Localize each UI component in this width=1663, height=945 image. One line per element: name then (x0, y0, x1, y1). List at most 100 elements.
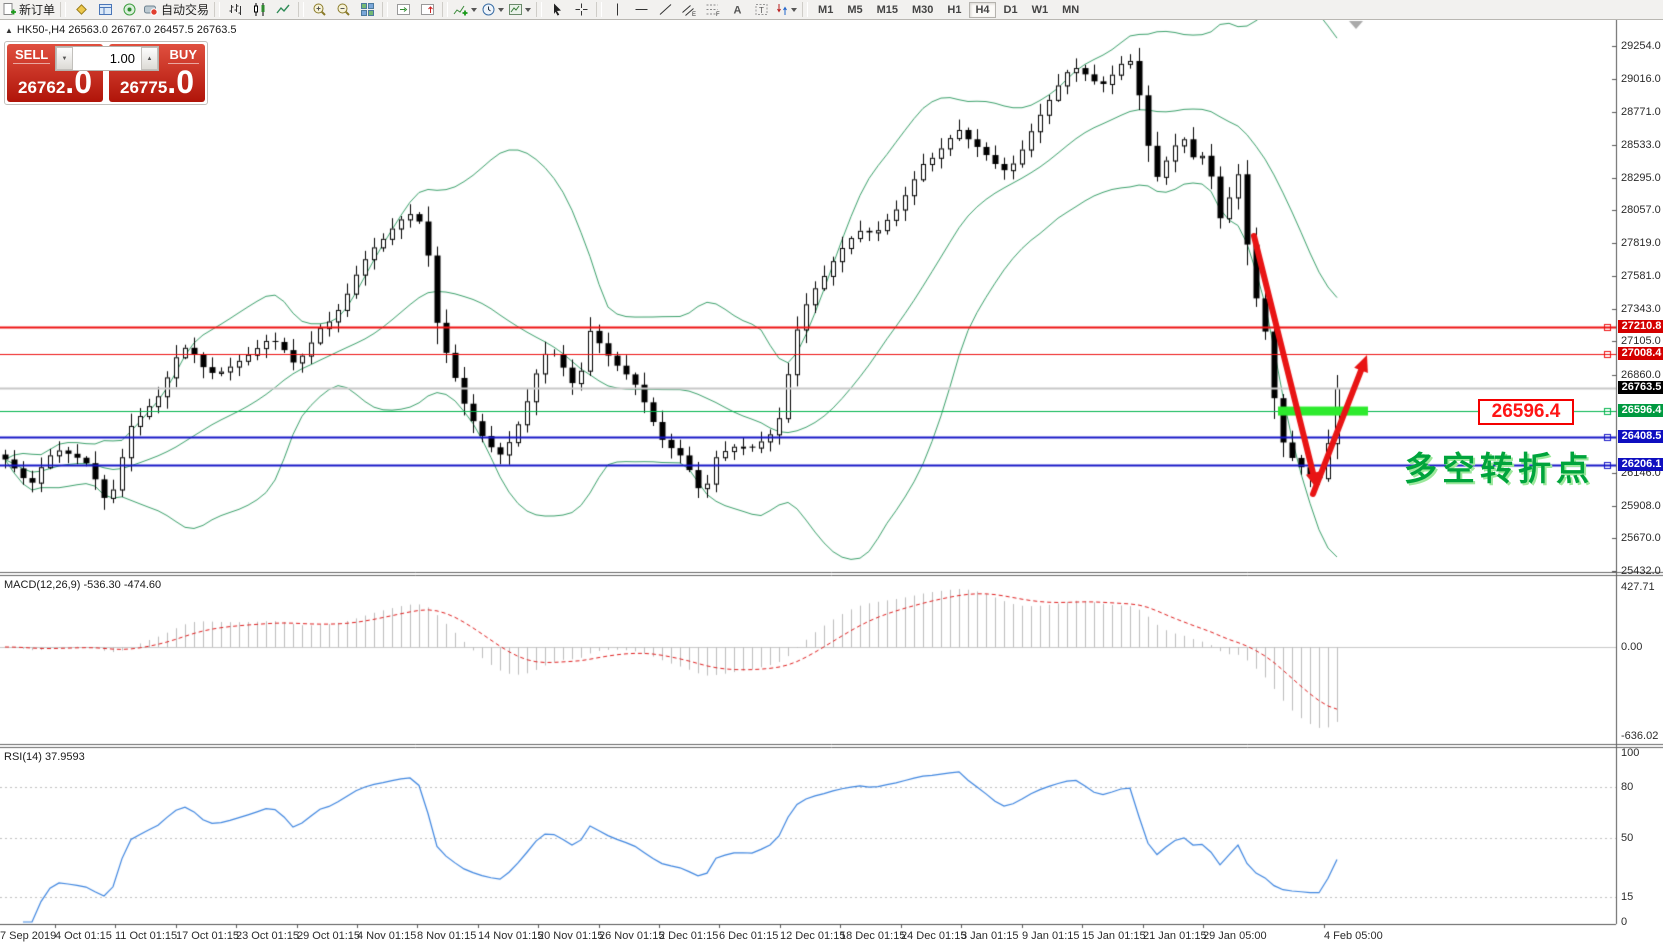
sell-price: 26762.0 (18, 64, 92, 100)
new-order-button[interactable]: 新订单 (0, 1, 57, 18)
price-tick-label: 29254.0 (1621, 40, 1661, 52)
time-tick-label: 4 Feb 05:00 (1324, 930, 1383, 942)
text-icon: A (733, 5, 741, 17)
timeframe-button-d1[interactable]: D1 (1003, 3, 1018, 16)
timeframe-button-m1[interactable]: M1 (818, 3, 834, 16)
hline-tool-button[interactable] (629, 1, 653, 18)
profiles-button[interactable] (93, 1, 117, 18)
rsi-tick-label: 15 (1621, 890, 1634, 903)
bar-chart-icon (229, 4, 241, 15)
time-tick-label: 4 Nov 01:15 (357, 930, 417, 942)
toolbar: 新订单 自动交易 (0, 0, 1663, 20)
signals-button[interactable] (117, 1, 141, 18)
chevron-down-icon (525, 7, 532, 12)
zoom-out-button[interactable] (331, 1, 355, 18)
indicator-list-button[interactable] (69, 1, 93, 18)
text-label-tool-button[interactable]: T (749, 1, 773, 18)
collapse-triangle-icon[interactable]: ▲ (5, 26, 13, 35)
volume-decrease-button[interactable]: ▼ (56, 47, 73, 70)
timeframe-button-h4[interactable]: H4 (969, 1, 996, 18)
new-order-icon (3, 3, 16, 15)
new-order-label: 新订单 (19, 3, 56, 17)
price-level-badge: 27210.8 (1618, 319, 1663, 333)
templates-icon (509, 4, 523, 15)
indicators-add-icon (453, 5, 468, 16)
timeframe-button-m15[interactable]: M15 (876, 3, 898, 16)
zoom-in-button[interactable] (307, 1, 331, 18)
text-label-icon: T (755, 4, 768, 15)
time-tick-label: 12 Dec 01:15 (780, 930, 846, 942)
macd-tick-label: -636.02 (1621, 730, 1659, 743)
tile-windows-icon (360, 3, 374, 16)
periods-button[interactable] (479, 1, 506, 18)
tile-windows-button[interactable] (355, 1, 379, 18)
time-tick-label: 29 Jan 05:00 (1203, 930, 1267, 942)
autotrade-button[interactable]: 自动交易 (141, 1, 211, 18)
price-level-badge: 26206.1 (1618, 457, 1663, 471)
time-tick-label: 3 Jan 01:15 (961, 930, 1019, 942)
arrows-tool-button[interactable] (773, 1, 799, 18)
timeframe-button-m5[interactable]: M5 (847, 3, 863, 16)
toolbar-separator (214, 2, 221, 17)
buy-price: 26775.0 (120, 64, 194, 100)
diamond-icon (75, 4, 87, 15)
time-tick-label: 20 Nov 01:15 (538, 930, 604, 942)
autotrade-icon (144, 5, 158, 16)
svg-text:E: E (692, 12, 696, 17)
price-tick-label: 28771.0 (1621, 106, 1661, 119)
cursor-tool-button[interactable] (545, 1, 569, 18)
fibonacci-icon: F (706, 4, 720, 17)
symbol-info: ▲ HK50-,H4 26563.0 26767.0 26457.5 26763.… (5, 24, 237, 36)
toolbar-separator (60, 2, 67, 17)
vline-tool-button[interactable] (605, 1, 629, 18)
rsi-tick-label: 0 (1621, 916, 1628, 928)
chart-shift-button[interactable] (415, 1, 439, 18)
price-level-badge: 26408.5 (1618, 429, 1663, 443)
svg-text:A: A (733, 5, 741, 17)
text-tool-button[interactable]: A (725, 1, 749, 18)
zoom-in-icon (313, 3, 326, 16)
time-tick-label: 7 Sep 2019 (0, 930, 57, 942)
timeframe-button-m30[interactable]: M30 (912, 3, 934, 16)
templates-button[interactable] (506, 1, 533, 18)
chevron-down-icon (471, 7, 478, 12)
channel-tool-button[interactable]: E (677, 1, 701, 18)
price-tick-label: 27819.0 (1621, 237, 1661, 250)
time-tick-label: 15 Jan 01:15 (1082, 930, 1146, 942)
volume-stepper: ▼ ▲ (55, 46, 159, 71)
chevron-down-icon (498, 7, 505, 12)
indicators-add-button[interactable] (451, 1, 479, 18)
price-level-callout[interactable]: 26596.4 (1478, 399, 1574, 425)
toolbar-separator (536, 2, 543, 17)
signal-icon (123, 3, 136, 16)
price-tick-label: 27105.0 (1621, 335, 1661, 348)
line-chart-button[interactable] (271, 1, 295, 18)
timeframe-button-h1[interactable]: H1 (947, 3, 962, 16)
equidistant-channel-icon: E (682, 5, 696, 17)
zoom-out-icon (337, 3, 350, 16)
price-tick-label: 25908.0 (1621, 499, 1661, 512)
autoscroll-button[interactable] (391, 1, 415, 18)
time-tick-label: 24 Dec 01:15 (901, 930, 967, 942)
fibonacci-tool-button[interactable]: F (701, 1, 725, 18)
bar-chart-button[interactable] (223, 1, 247, 18)
volume-input[interactable] (73, 47, 141, 70)
candlestick-button[interactable] (247, 1, 271, 18)
timeframe-group: M1 M5 M15 M30 H1 H4 D1 W1 MN (811, 1, 1086, 18)
turning-point-annotation[interactable]: 多空转折点 (1404, 450, 1594, 487)
autoscroll-icon (396, 4, 410, 15)
crosshair-tool-button[interactable] (569, 1, 593, 18)
volume-increase-button[interactable]: ▲ (141, 47, 158, 70)
price-tick-label: 27343.0 (1621, 302, 1661, 315)
time-tick-label: 14 Nov 01:15 (478, 930, 544, 942)
timeframe-button-mn[interactable]: MN (1062, 3, 1080, 16)
timeframe-button-w1[interactable]: W1 (1031, 3, 1049, 16)
toolbar-separator (298, 2, 305, 17)
time-tick-label: 17 Oct 01:15 (176, 930, 239, 942)
price-tick-label: 25670.0 (1621, 532, 1661, 545)
trendline-tool-button[interactable] (653, 1, 677, 18)
autotrade-label: 自动交易 (161, 3, 210, 17)
chart-shift-icon (420, 4, 434, 15)
